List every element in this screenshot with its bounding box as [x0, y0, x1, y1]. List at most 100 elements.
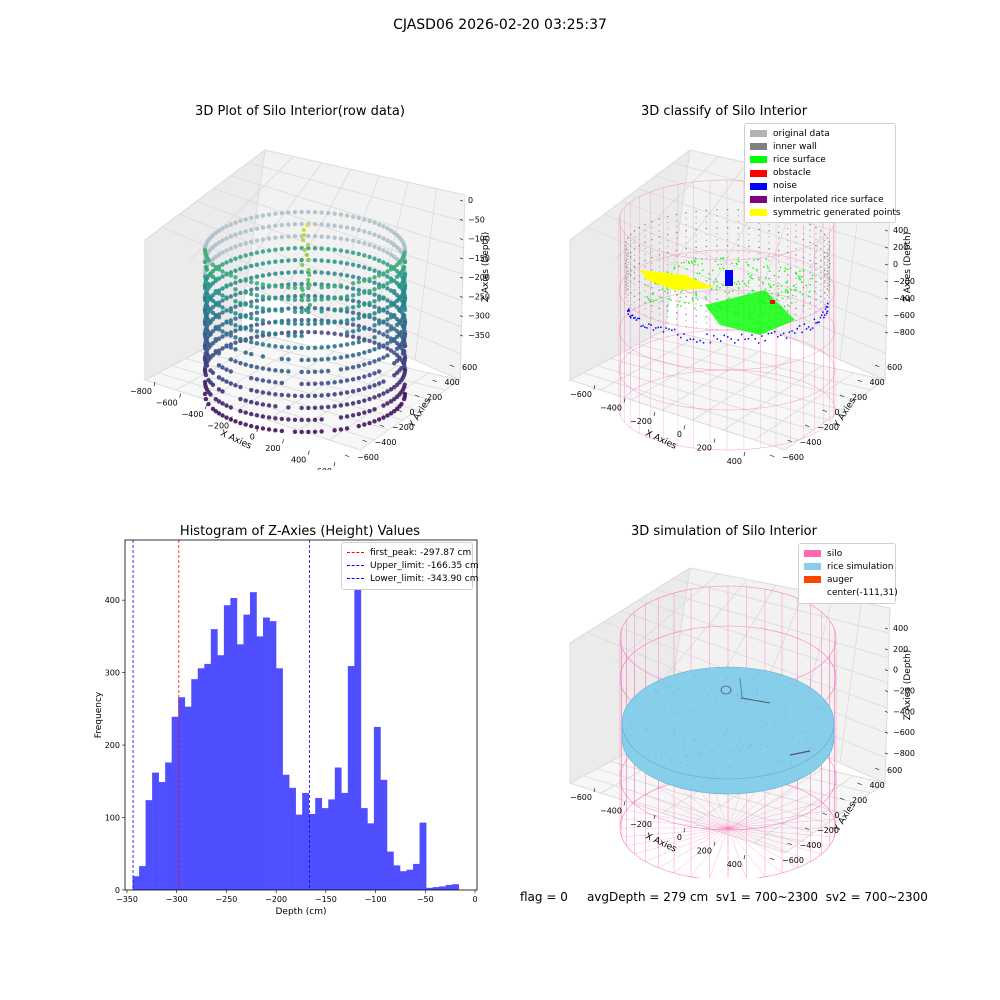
- rice-point: [776, 298, 778, 301]
- wall-point: [795, 277, 797, 280]
- grid-line: [692, 358, 791, 421]
- point: [243, 350, 248, 355]
- grid-line: [839, 602, 862, 764]
- mesh-point: [648, 754, 650, 756]
- wall-point: [627, 258, 629, 260]
- point: [266, 415, 272, 420]
- mesh-point: [795, 685, 797, 687]
- grid-line: [267, 358, 366, 421]
- x-tick-label: −200: [630, 820, 652, 829]
- wall-point: [795, 236, 797, 238]
- point: [306, 329, 311, 335]
- x-tick-label: −600: [570, 390, 592, 399]
- wall-point: [802, 275, 805, 277]
- point: [385, 269, 390, 274]
- wall-point: [828, 271, 830, 273]
- point: [260, 225, 266, 230]
- rice-point: [792, 294, 794, 297]
- point: [356, 311, 362, 317]
- wall-point: [758, 285, 760, 287]
- wall-point: [644, 265, 646, 268]
- point: [388, 267, 394, 272]
- point: [350, 341, 356, 346]
- point: [350, 334, 356, 339]
- rice-point: [666, 271, 669, 273]
- histogram-bar: [158, 782, 166, 890]
- histogram-bar: [145, 800, 153, 890]
- legend-swatch: [804, 576, 821, 584]
- rice-point: [670, 299, 672, 301]
- legend-swatch: [750, 182, 767, 190]
- mesh-point: [663, 705, 665, 707]
- noise-point: [662, 331, 665, 333]
- x-tick: [713, 438, 716, 443]
- point: [220, 293, 225, 298]
- wall-point: [828, 254, 830, 257]
- point: [202, 367, 208, 373]
- wall-point: [627, 264, 629, 266]
- wall-point: [695, 222, 697, 225]
- point: [220, 310, 225, 315]
- point: [220, 322, 225, 327]
- point: [273, 332, 278, 337]
- wall-point: [815, 305, 817, 307]
- wall-point: [809, 290, 811, 292]
- mesh-point: [715, 698, 717, 700]
- x-tick-label: −400: [600, 403, 622, 412]
- point: [238, 254, 243, 260]
- point: [204, 291, 210, 296]
- mesh-point: [645, 728, 647, 730]
- mesh-point: [764, 725, 766, 727]
- wall-point: [695, 315, 697, 317]
- mesh-point: [708, 751, 710, 753]
- y-tick: [874, 767, 880, 771]
- histogram-bar: [341, 792, 349, 890]
- point: [248, 227, 254, 233]
- wall-point: [676, 237, 678, 240]
- wall-point: [695, 252, 697, 255]
- point: [312, 233, 318, 239]
- wall-point: [786, 227, 789, 230]
- mesh-point: [692, 684, 694, 686]
- point: [381, 283, 386, 288]
- mesh-point: [655, 690, 657, 692]
- wall-point: [727, 215, 729, 217]
- noise-point: [747, 338, 750, 340]
- wall-point: [815, 275, 817, 277]
- mesh-point: [706, 744, 708, 746]
- x-tick: [333, 461, 336, 467]
- wall-point: [820, 259, 822, 261]
- point: [273, 271, 278, 276]
- point: [356, 239, 362, 245]
- point: [402, 259, 408, 265]
- rice-point: [647, 298, 650, 300]
- noise-point: [635, 319, 638, 321]
- wall-point: [802, 232, 805, 235]
- wall-point: [737, 251, 739, 253]
- wall-point: [828, 283, 830, 285]
- wall-point: [644, 253, 646, 256]
- mesh-point: [673, 730, 675, 732]
- wall-point: [802, 287, 805, 289]
- rice-point: [811, 277, 813, 280]
- mesh-point: [700, 733, 702, 735]
- point: [338, 295, 344, 300]
- point: [260, 318, 266, 323]
- wall-point: [695, 228, 697, 231]
- wall-point: [638, 245, 640, 247]
- mesh-point: [798, 704, 800, 706]
- point: [301, 238, 306, 242]
- wall-point: [629, 274, 632, 276]
- point: [312, 317, 318, 323]
- z-tick: [884, 627, 888, 630]
- point: [332, 392, 337, 397]
- x-tick: [282, 439, 284, 444]
- rice-point: [654, 282, 656, 285]
- point: [260, 297, 266, 302]
- wall-point: [802, 226, 805, 229]
- wall-point: [629, 245, 632, 248]
- wall-point: [667, 215, 669, 218]
- mesh-point: [675, 691, 677, 693]
- point: [392, 264, 397, 270]
- wall-point: [644, 229, 646, 232]
